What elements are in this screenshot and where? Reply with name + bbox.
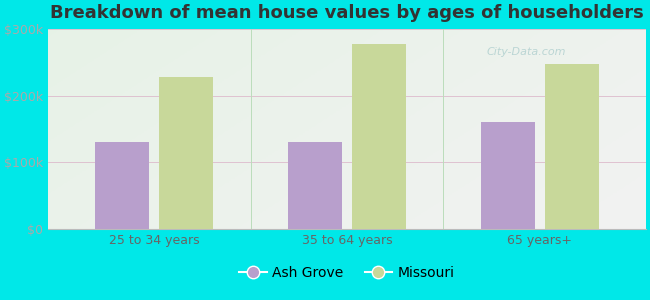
Bar [352,44,406,229]
Bar [96,142,150,229]
Title: Breakdown of mean house values by ages of householders: Breakdown of mean house values by ages o… [50,4,644,22]
Bar [159,77,213,229]
Legend: Ash Grove, Missouri: Ash Grove, Missouri [233,261,460,286]
Bar [545,64,599,229]
Text: City-Data.com: City-Data.com [487,47,566,57]
Bar [288,142,342,229]
Bar [481,122,535,229]
